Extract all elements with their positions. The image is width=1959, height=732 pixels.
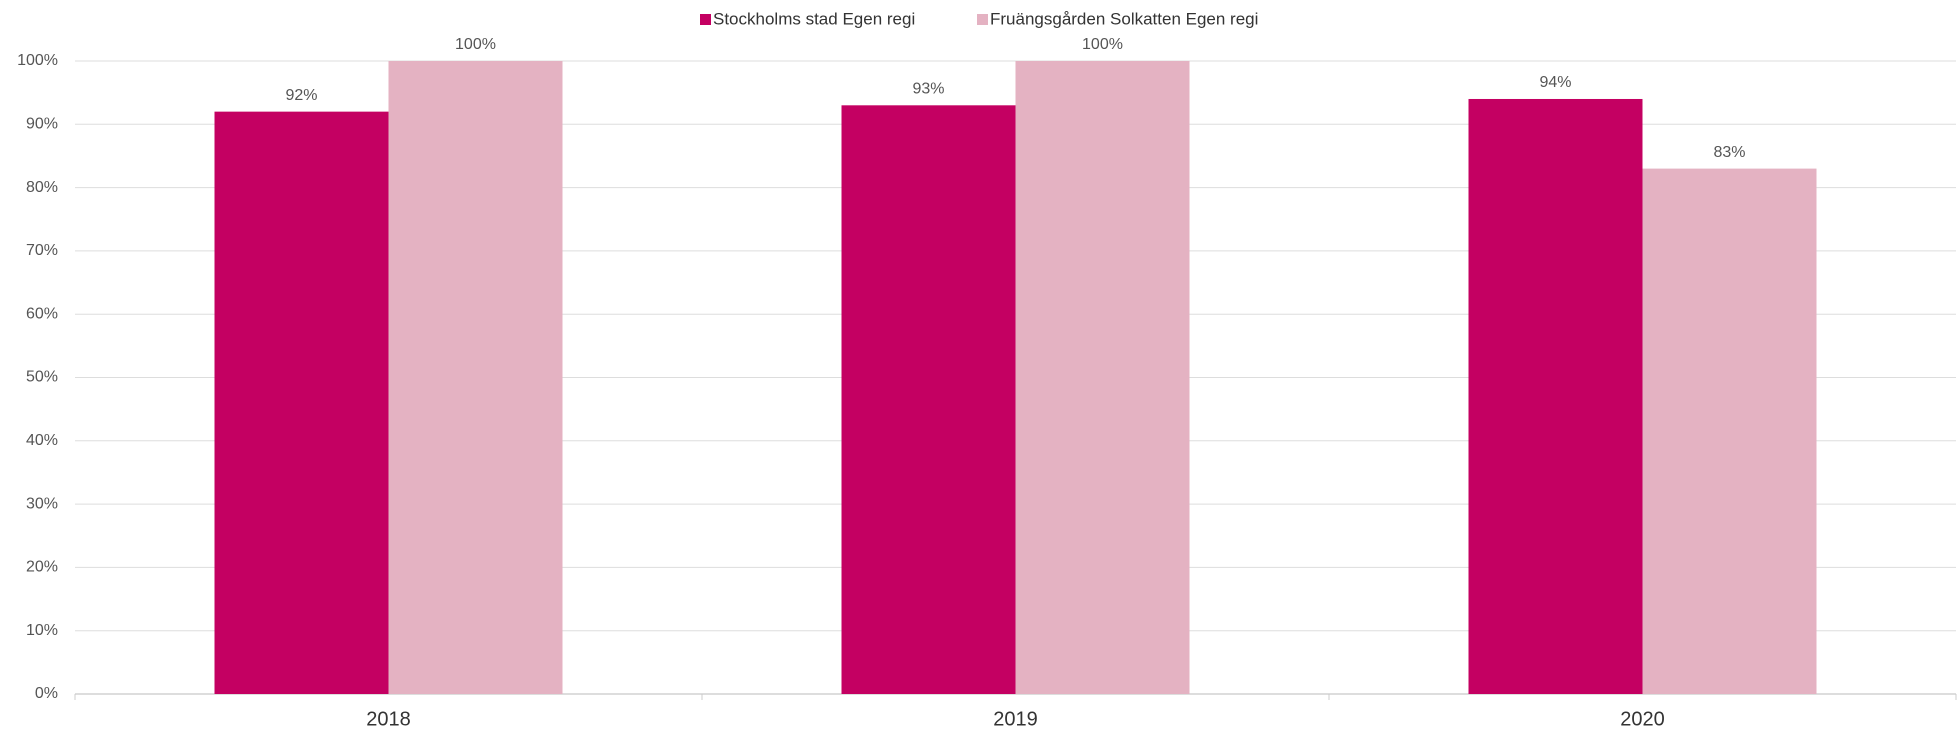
bar (1468, 98, 1643, 695)
y-tick-label: 70% (26, 242, 58, 259)
bar (841, 105, 1016, 694)
data-label: 93% (912, 81, 944, 98)
data-label: 100% (455, 36, 496, 53)
bar (388, 61, 563, 694)
y-tick-label: 40% (26, 432, 58, 449)
legend-marker (700, 14, 711, 25)
y-tick-label: 60% (26, 305, 58, 322)
data-label: 92% (285, 87, 317, 104)
y-tick-label: 0% (35, 685, 58, 702)
x-tick-label: 2020 (1620, 708, 1665, 730)
y-tick-label: 30% (26, 495, 58, 512)
y-tick-label: 90% (26, 116, 58, 133)
bar (1015, 61, 1190, 694)
y-tick-label: 100% (17, 52, 58, 69)
y-tick-label: 50% (26, 369, 58, 386)
y-tick-label: 80% (26, 179, 58, 196)
x-tick-label: 2019 (993, 708, 1038, 730)
data-label: 83% (1713, 144, 1745, 161)
bar (1642, 168, 1817, 695)
y-tick-label: 20% (26, 559, 58, 576)
y-tick-label: 10% (26, 622, 58, 639)
data-label: 100% (1082, 36, 1123, 53)
bar (214, 111, 389, 694)
data-label: 94% (1539, 74, 1571, 91)
legend-label: Fruängsgården Solkatten Egen regi (990, 9, 1258, 28)
legend-marker (977, 14, 988, 25)
legend-label: Stockholms stad Egen regi (713, 9, 915, 28)
x-tick-label: 2018 (366, 708, 411, 730)
